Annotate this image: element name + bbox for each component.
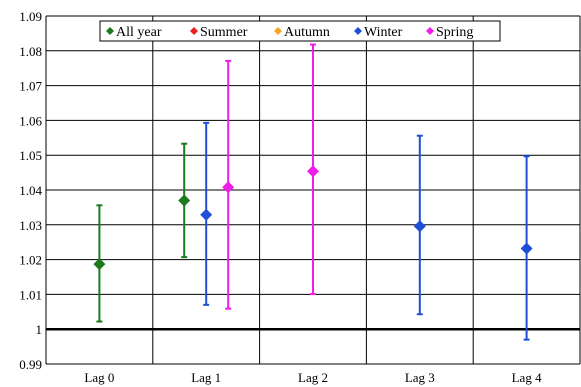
point-marker: [200, 208, 213, 221]
x-tick-labels: Lag 0 Lag 1 Lag 2 Lag 3 Lag 4: [84, 370, 542, 385]
data-point: [222, 59, 235, 310]
data-point: [520, 155, 533, 341]
data-point: [93, 204, 106, 323]
y-tick-label: 0.99: [19, 357, 42, 372]
legend-label: All year: [116, 25, 162, 40]
legend-label: Autumn: [284, 25, 330, 40]
data-point: [178, 142, 191, 259]
x-tick-label: Lag 3: [405, 370, 435, 385]
x-tick-label: Lag 0: [84, 370, 114, 385]
y-tick-labels: 0.99 1 1.01 1.02 1.03 1.04 1.05 1.06 1.07 1.08 1.0…: [19, 9, 42, 372]
y-tick-label: 1.09: [19, 9, 42, 24]
legend-label: Summer: [200, 25, 248, 40]
y-tick-label: 1.06: [19, 113, 42, 128]
legend-marker: [190, 27, 198, 35]
legend-marker: [354, 27, 362, 35]
y-tick-label: 1.05: [19, 148, 42, 163]
y-tick-label: 1.04: [19, 183, 42, 198]
y-tick-label: 1.03: [19, 218, 42, 233]
point-marker: [93, 258, 106, 271]
x-tick-label: Lag 2: [298, 370, 328, 385]
data-point: [413, 134, 426, 316]
legend: All year Summer Autumn Winter Spring: [99, 20, 501, 42]
x-tick-label: Lag 1: [191, 370, 221, 385]
y-tick-label: 1.02: [19, 253, 42, 268]
point-marker: [520, 242, 533, 255]
y-tick-label: 1.08: [19, 44, 42, 59]
legend-items: All year Summer Autumn Winter Spring: [106, 25, 473, 40]
legend-item: Summer: [190, 25, 248, 40]
legend-label: Spring: [436, 25, 473, 40]
point-marker: [413, 220, 426, 233]
point-marker: [178, 194, 191, 207]
legend-marker: [426, 27, 434, 35]
legend-item: All year: [106, 25, 162, 40]
y-tick-label: 1.07: [19, 79, 42, 94]
legend-marker: [274, 27, 282, 35]
legend-box: [99, 20, 501, 42]
point-marker: [222, 181, 235, 194]
legend-marker: [106, 27, 114, 35]
y-tick-label: 1.01: [19, 287, 42, 302]
legend-item: Autumn: [274, 25, 330, 40]
legend-label: Winter: [364, 25, 403, 40]
data-point: [307, 43, 319, 296]
data-point: [200, 121, 213, 306]
y-tick-label: 1: [36, 322, 43, 337]
x-tick-label: Lag 4: [512, 370, 542, 385]
legend-item: Spring: [426, 25, 473, 40]
marks-layer: [93, 43, 533, 341]
point-marker: [307, 165, 319, 178]
legend-item: Winter: [354, 25, 403, 40]
